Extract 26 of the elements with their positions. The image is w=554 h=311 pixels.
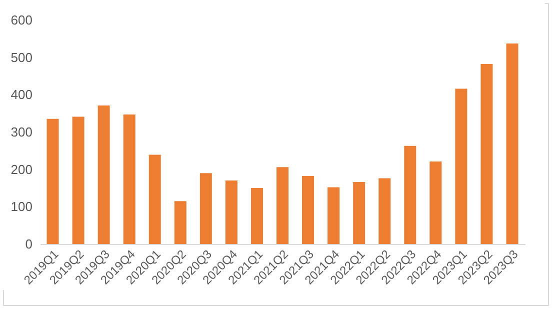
bar	[250, 188, 263, 244]
y-tick-label: 200	[10, 162, 32, 177]
bar	[200, 173, 212, 244]
y-tick-label: 600	[10, 12, 32, 28]
bar	[148, 154, 161, 244]
bar	[72, 116, 84, 244]
bar	[302, 176, 314, 244]
bar	[480, 64, 493, 244]
bar	[378, 178, 391, 244]
bar	[353, 182, 366, 244]
y-tick-label: 300	[10, 124, 32, 140]
bar	[46, 118, 59, 244]
y-tick-label: 400	[10, 87, 32, 102]
y-tick-label: 100	[10, 199, 32, 214]
bar	[455, 88, 468, 244]
bar	[430, 161, 442, 244]
bar	[506, 44, 518, 244]
bar	[225, 180, 238, 244]
bar	[98, 105, 110, 244]
y-tick-label: 500	[10, 50, 32, 65]
bar	[404, 146, 416, 244]
y-tick-label: 0	[25, 236, 32, 252]
bar	[123, 114, 136, 244]
bar	[328, 187, 340, 244]
bar	[174, 201, 186, 244]
bar	[276, 167, 288, 244]
